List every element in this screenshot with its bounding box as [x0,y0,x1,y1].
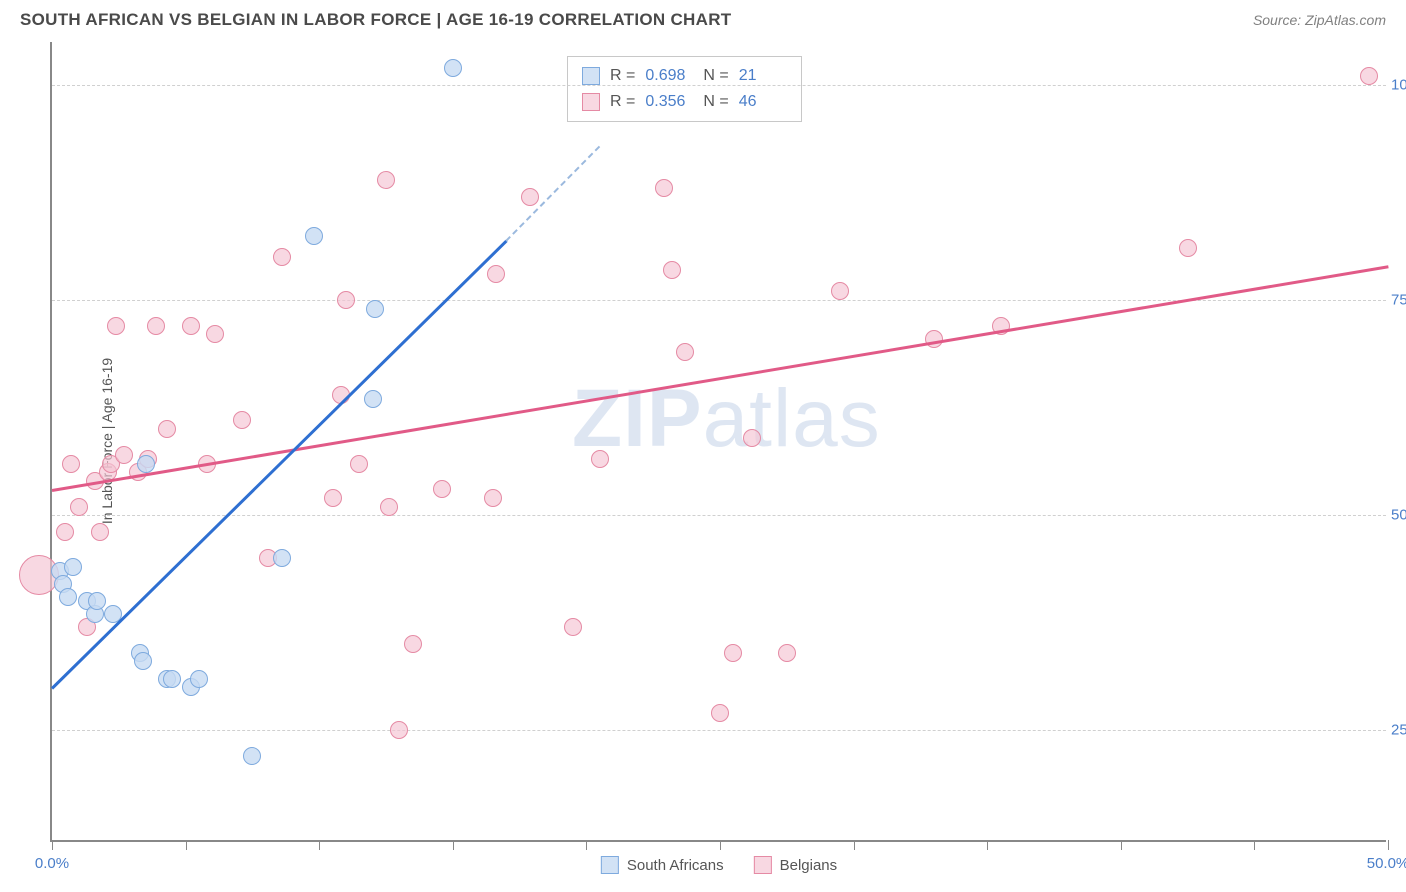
data-point-south-africans [444,59,462,77]
x-tick [586,840,587,850]
data-point-belgians [591,450,609,468]
data-point-south-africans [273,549,291,567]
correlation-stats-box: R = 0.698 N = 21 R = 0.356 N = 46 [567,56,802,122]
y-tick-label: 100.0% [1391,77,1406,94]
data-point-belgians [433,480,451,498]
data-point-belgians [663,261,681,279]
data-point-belgians [1360,67,1378,85]
chart-title: SOUTH AFRICAN VS BELGIAN IN LABOR FORCE … [20,10,731,30]
data-point-belgians [182,317,200,335]
data-point-belgians [487,265,505,283]
data-point-belgians [390,721,408,739]
trend-line [506,146,601,242]
x-tick [186,840,187,850]
data-point-belgians [337,291,355,309]
data-point-belgians [206,325,224,343]
data-point-belgians [233,411,251,429]
legend: South Africans Belgians [601,856,837,874]
x-tick [1254,840,1255,850]
legend-label-south-africans: South Africans [627,857,724,874]
data-point-south-africans [163,670,181,688]
data-point-south-africans [243,747,261,765]
data-point-belgians [743,429,761,447]
x-tick [720,840,721,850]
data-point-south-africans [190,670,208,688]
data-point-belgians [273,248,291,266]
gridline [52,515,1386,516]
data-point-belgians [91,523,109,541]
title-bar: SOUTH AFRICAN VS BELGIAN IN LABOR FORCE … [0,0,1406,38]
x-tick [453,840,454,850]
data-point-belgians [521,188,539,206]
x-tick [1121,840,1122,850]
legend-swatch-belgians-icon [754,856,772,874]
stats-row-belgians: R = 0.356 N = 46 [582,89,787,115]
data-point-belgians [676,343,694,361]
legend-label-belgians: Belgians [780,857,838,874]
data-point-belgians [724,644,742,662]
gridline [52,730,1386,731]
data-point-belgians [655,179,673,197]
data-point-south-africans [305,227,323,245]
data-point-belgians [778,644,796,662]
data-point-south-africans [137,455,155,473]
watermark: ZIPatlas [572,372,881,466]
data-point-belgians [484,489,502,507]
legend-item-belgians: Belgians [754,856,838,874]
swatch-south-africans-icon [582,67,600,85]
data-point-south-africans [59,588,77,606]
data-point-belgians [147,317,165,335]
x-tick [1388,840,1389,850]
legend-item-south-africans: South Africans [601,856,724,874]
r-value-belgians: 0.356 [645,89,693,115]
data-point-belgians [377,171,395,189]
data-point-belgians [107,317,125,335]
data-point-belgians [564,618,582,636]
data-point-belgians [831,282,849,300]
legend-swatch-south-africans-icon [601,856,619,874]
x-tick-label: 0.0% [35,855,69,872]
y-tick-label: 50.0% [1391,507,1406,524]
data-point-belgians [56,523,74,541]
data-point-belgians [324,489,342,507]
data-point-belgians [70,498,88,516]
y-axis-title: In Labor Force | Age 16-19 [99,358,115,524]
x-tick [52,840,53,850]
data-point-belgians [1179,239,1197,257]
swatch-belgians-icon [582,93,600,111]
scatter-chart: In Labor Force | Age 16-19 ZIPatlas R = … [50,42,1386,842]
x-tick [987,840,988,850]
gridline [52,85,1386,86]
data-point-belgians [404,635,422,653]
x-tick-label: 50.0% [1367,855,1406,872]
data-point-south-africans [88,592,106,610]
data-point-belgians [62,455,80,473]
data-point-belgians [115,446,133,464]
y-tick-label: 25.0% [1391,722,1406,739]
data-point-south-africans [364,390,382,408]
source-label: Source: ZipAtlas.com [1253,12,1386,28]
data-point-south-africans [366,300,384,318]
data-point-belgians [711,704,729,722]
x-tick [319,840,320,850]
data-point-south-africans [134,652,152,670]
data-point-south-africans [64,558,82,576]
data-point-belgians [158,420,176,438]
data-point-belgians [350,455,368,473]
n-value-belgians: 46 [739,89,787,115]
y-tick-label: 75.0% [1391,292,1406,309]
x-tick [854,840,855,850]
data-point-belgians [380,498,398,516]
